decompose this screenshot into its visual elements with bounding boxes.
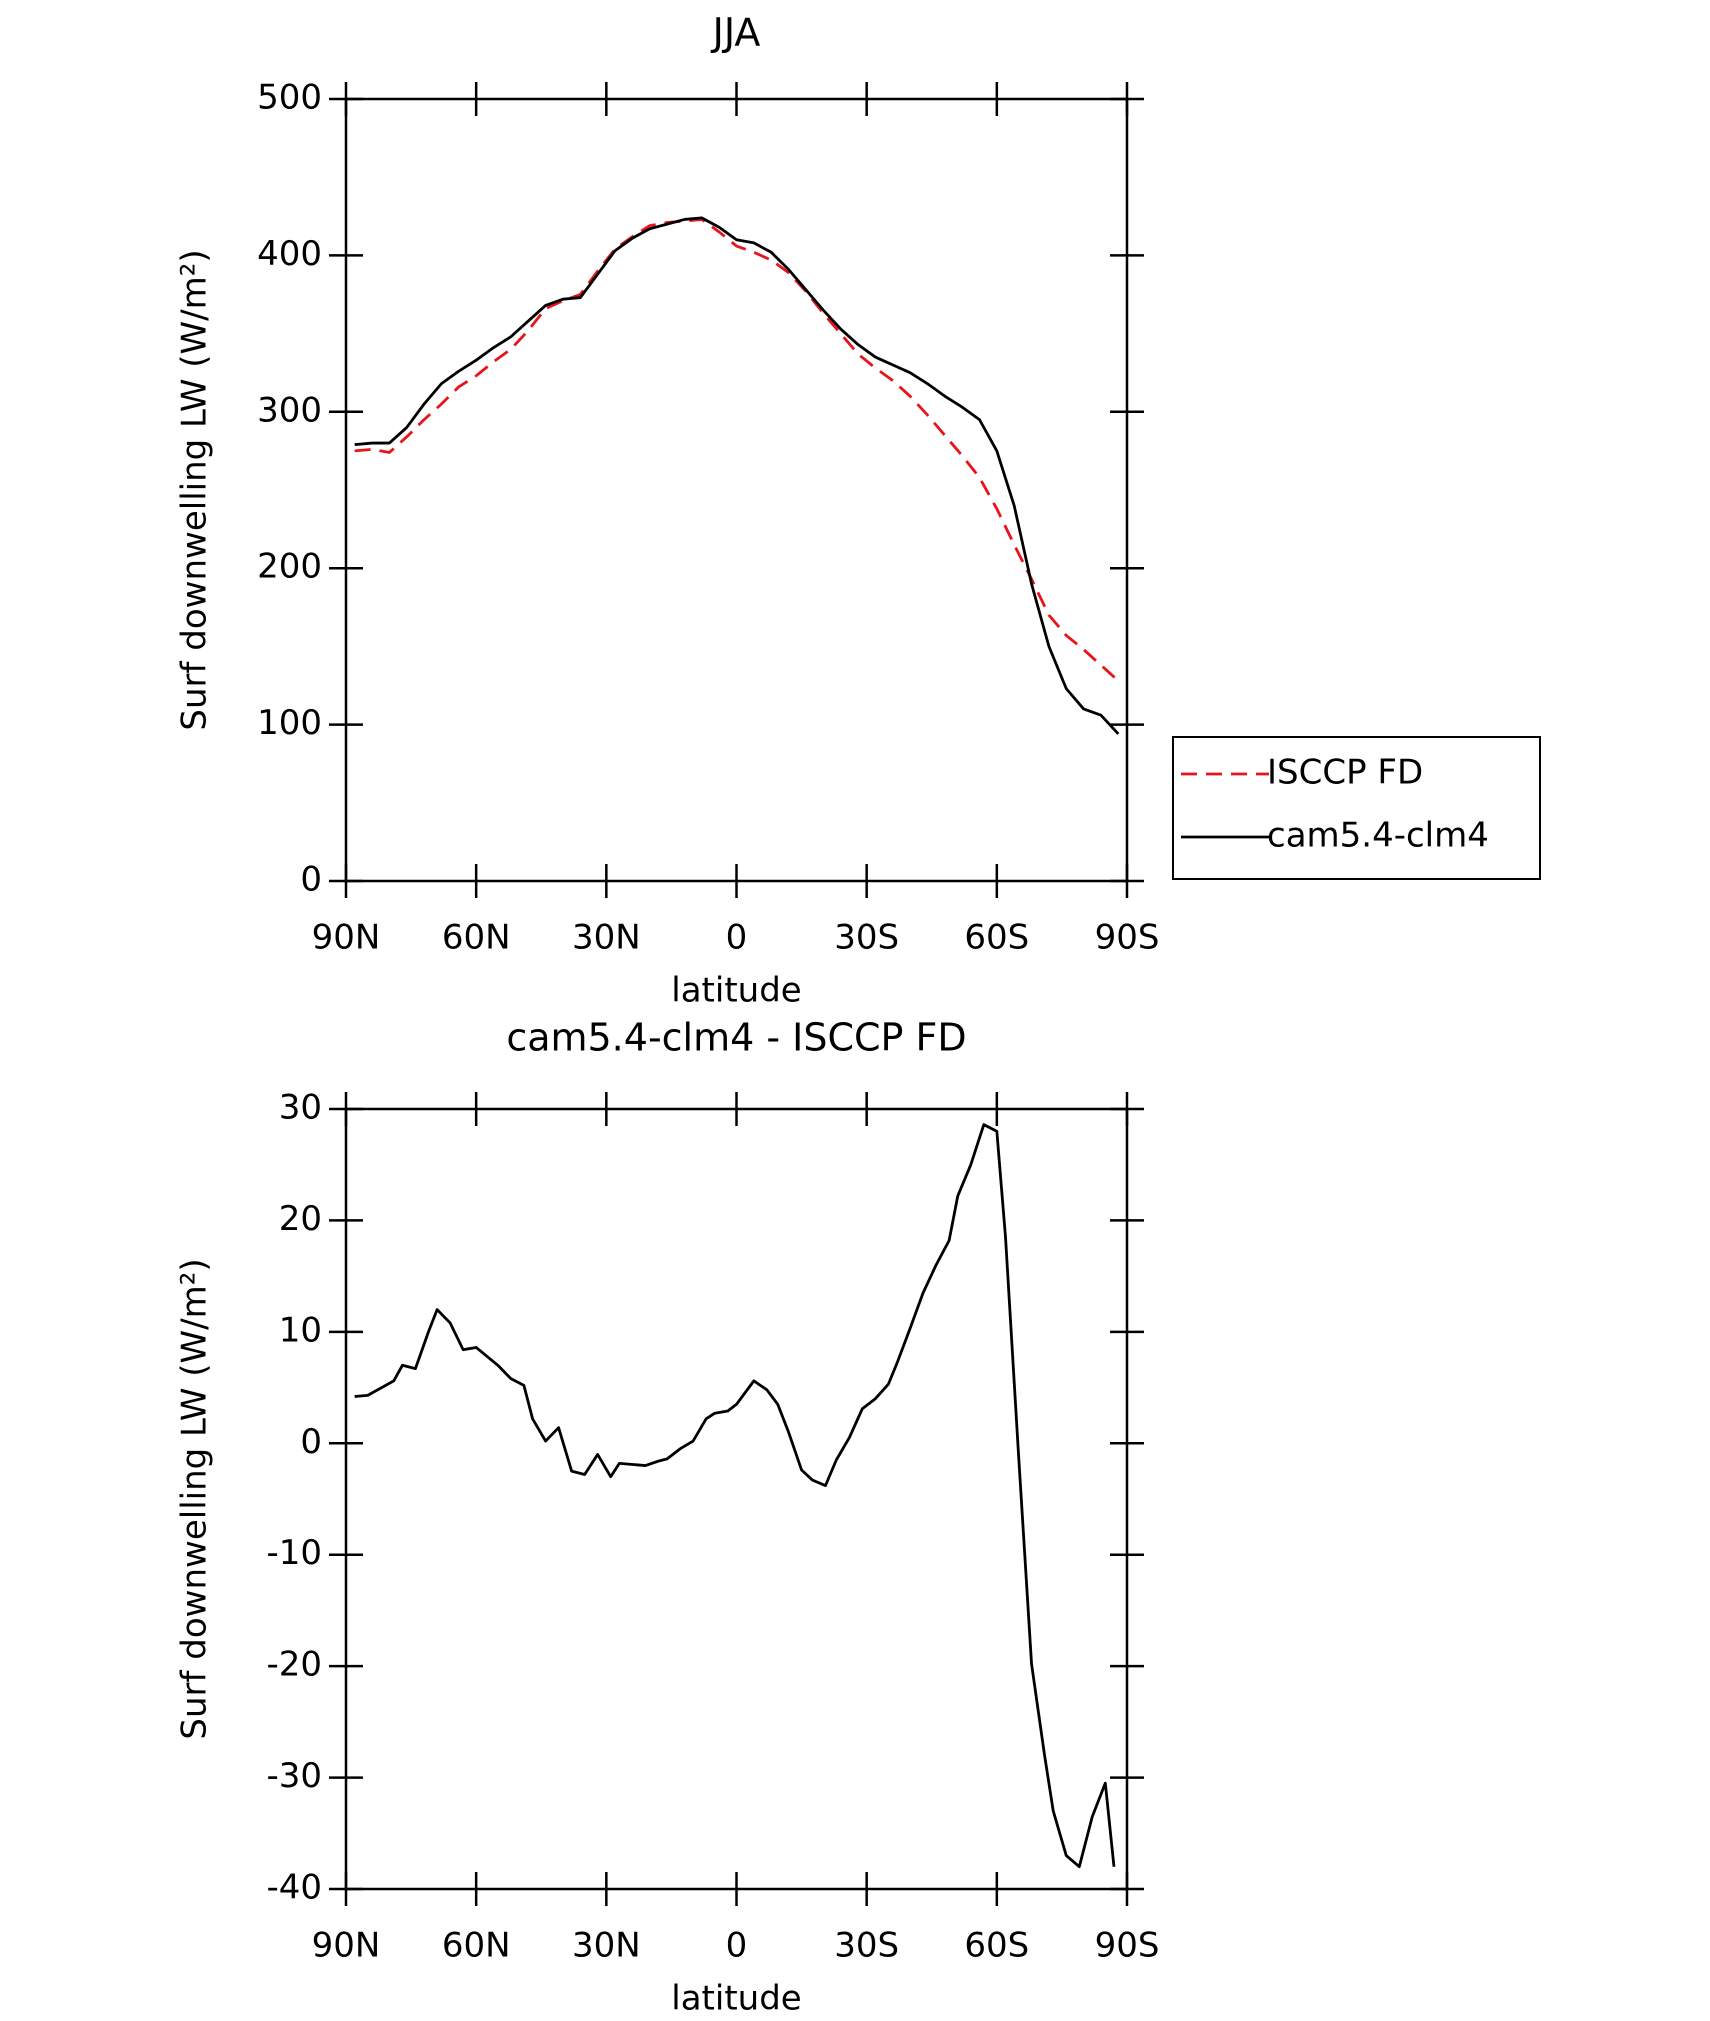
- y-axis-label: Surf downwelling LW (W/m²): [175, 1258, 215, 1739]
- x-axis-label: latitude: [671, 971, 801, 1011]
- y-tick-label: 0: [300, 1422, 322, 1462]
- chart-title: JJA: [711, 11, 761, 55]
- x-tick-label: 30N: [572, 1926, 641, 1966]
- y-tick-label: -30: [266, 1756, 322, 1796]
- y-tick-label: 10: [279, 1310, 322, 1350]
- y-tick-label: 30: [279, 1088, 322, 1128]
- plot-frame: [344, 1107, 1129, 1891]
- legend-box: [1172, 736, 1541, 880]
- x-tick-label: 90S: [1095, 1926, 1160, 1966]
- y-tick-label: 0: [300, 860, 322, 900]
- y-tick-label: 300: [257, 390, 322, 430]
- x-tick-label: 60S: [964, 918, 1029, 958]
- x-tick-label: 90N: [312, 1926, 381, 1966]
- legend-label: cam5.4-clm4: [1267, 816, 1489, 856]
- x-tick-label: 30N: [572, 918, 641, 958]
- x-axis-label: latitude: [671, 1979, 801, 2019]
- y-tick-label: -10: [266, 1533, 322, 1573]
- y-axis-label: Surf downwelling LW (W/m²): [175, 249, 215, 730]
- y-tick-label: -40: [266, 1868, 322, 1908]
- y-tick-label: 20: [279, 1199, 322, 1239]
- y-tick-label: 200: [257, 547, 322, 587]
- x-tick-label: 0: [726, 1926, 748, 1966]
- y-tick-label: 500: [257, 78, 322, 118]
- x-tick-label: 90N: [312, 918, 381, 958]
- data-line: [354, 216, 1120, 735]
- x-tick-label: 90S: [1095, 918, 1160, 958]
- x-tick-label: 30S: [834, 918, 899, 958]
- y-tick-label: 100: [257, 703, 322, 743]
- data-line: [354, 1123, 1116, 1869]
- data-line: [354, 218, 1120, 682]
- x-tick-label: 60S: [964, 1926, 1029, 1966]
- x-tick-label: 60N: [442, 1926, 511, 1966]
- x-tick-label: 0: [726, 918, 748, 958]
- y-tick-label: 400: [257, 234, 322, 274]
- y-tick-label: -20: [266, 1645, 322, 1685]
- legend-label: ISCCP FD: [1267, 753, 1423, 793]
- chart-title: cam5.4-clm4 - ISCCP FD: [506, 1016, 966, 1060]
- x-tick-label: 30S: [834, 1926, 899, 1966]
- x-tick-label: 60N: [442, 918, 511, 958]
